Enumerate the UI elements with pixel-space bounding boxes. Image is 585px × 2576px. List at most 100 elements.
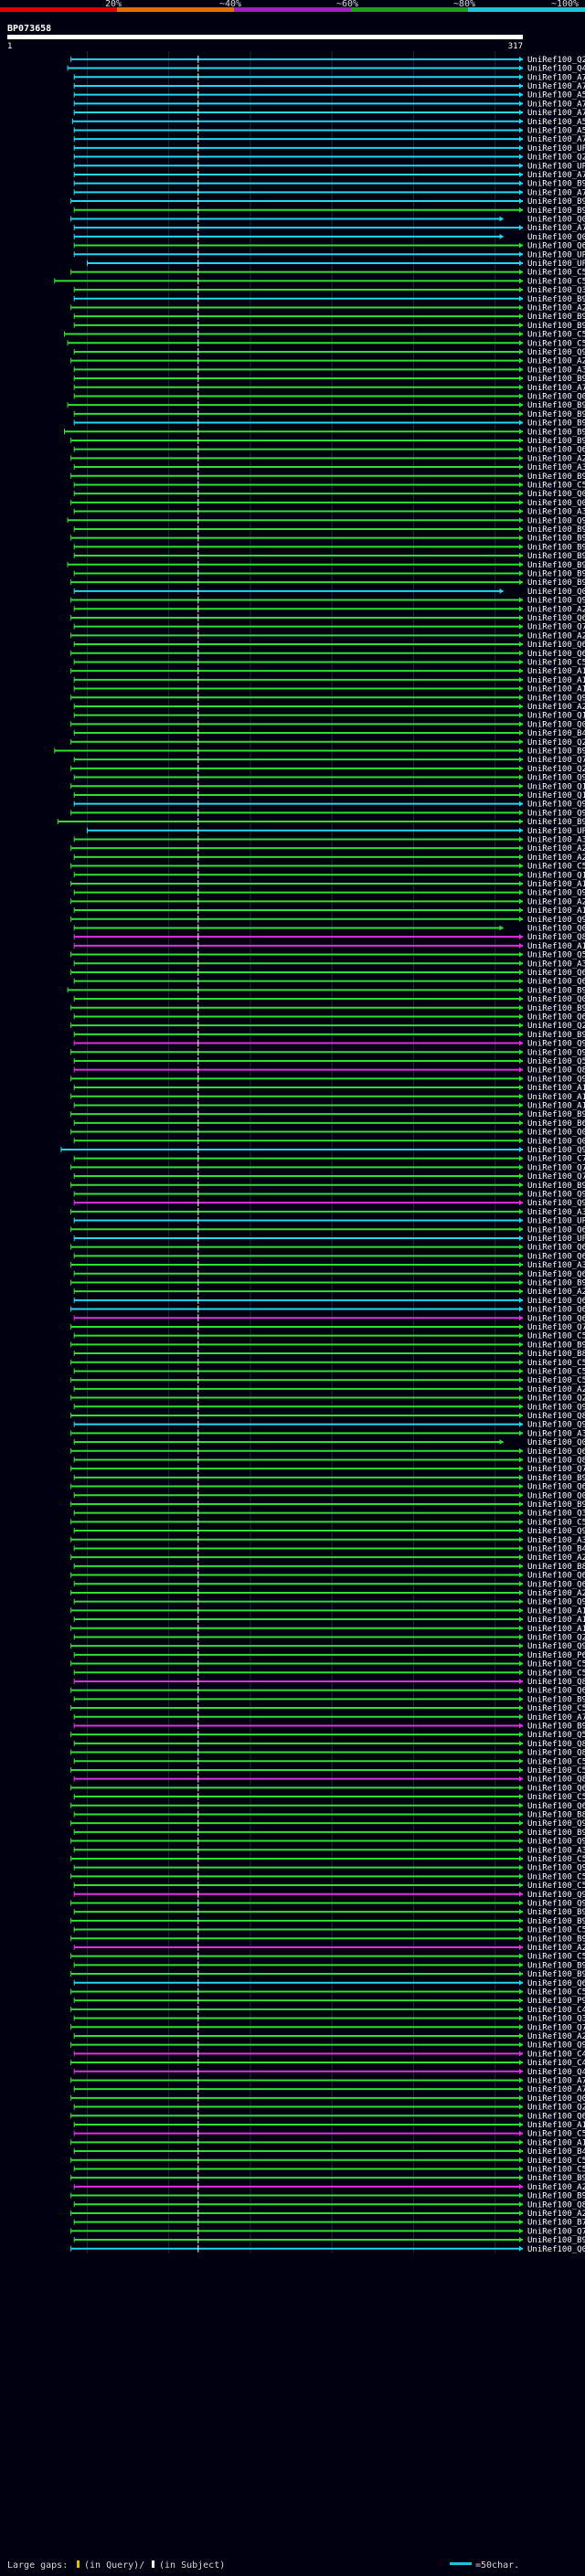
hit-label[interactable]: UniRef100_B9MGE1 xyxy=(527,1110,585,1119)
hit-row[interactable]: UniRef100_B9RX06 xyxy=(73,321,585,331)
hit-row[interactable]: UniRef100_Q6AYX9 xyxy=(73,641,585,650)
hit-row[interactable]: UniRef100_A1XEJ4 xyxy=(73,684,585,694)
hit-row[interactable]: UniRef100_B9HGL0 xyxy=(70,1970,585,1979)
hit-row[interactable]: UniRef100_B9F3Q6 xyxy=(73,1828,585,1838)
hit-row[interactable]: UniRef100_Q3UY36 xyxy=(73,2014,585,2024)
hit-label[interactable]: UniRef100_Q9L1P4 xyxy=(527,2041,585,2051)
hit-label[interactable]: UniRef100_A7NYD1 xyxy=(527,2076,585,2085)
hit-row[interactable]: UniRef100_Q3LAK5 xyxy=(73,286,585,295)
hit-label[interactable]: UniRef100_A2Z7T1 xyxy=(527,1385,585,1394)
hit-label[interactable]: UniRef100_Q7XE29 xyxy=(527,1163,585,1172)
hit-label[interactable]: UniRef100_B9RMW6 xyxy=(527,2174,585,2183)
hit-row[interactable]: UniRef100_Q8GRL3 xyxy=(73,1677,585,1687)
hit-row[interactable]: UniRef100_Q08569 xyxy=(73,587,585,597)
hit-label[interactable]: UniRef100_Q9SK34 xyxy=(527,1075,585,1084)
hit-label[interactable]: UniRef100_B9S9T9 xyxy=(527,552,585,561)
hit-label[interactable]: UniRef100_B9F329 xyxy=(527,1341,585,1350)
hit-row[interactable]: UniRef100_Q2F517 xyxy=(70,737,585,747)
hit-row[interactable]: UniRef100_Q04638 xyxy=(70,2094,585,2104)
hit-label[interactable]: UniRef100_A1XEL5 xyxy=(527,2138,585,2147)
hit-row[interactable]: UniRef100_C4P903 xyxy=(70,2059,585,2068)
hit-row[interactable]: UniRef100_A7QC35 xyxy=(73,73,585,82)
hit-row[interactable]: UniRef100_Q01971 xyxy=(73,392,585,401)
hit-label[interactable]: UniRef100_A2Z7T3 xyxy=(527,897,585,906)
hit-row[interactable]: UniRef100_Q9ZQB0 xyxy=(73,773,585,783)
hit-label[interactable]: UniRef100_C5XRB9 xyxy=(527,2165,585,2174)
hit-label[interactable]: UniRef100_Q64637 xyxy=(527,1012,585,1022)
hit-row[interactable]: UniRef100_A1XEJ7 xyxy=(70,667,585,676)
hit-row[interactable]: UniRef100_A2XU29 xyxy=(73,2031,585,2041)
hit-row[interactable]: UniRef100_Q8S159 xyxy=(73,2200,585,2210)
hit-label[interactable]: UniRef100_Q2HYP5 xyxy=(527,1022,585,1031)
hit-row[interactable]: UniRef100_B9FWT3 xyxy=(73,1722,585,1731)
hit-row[interactable]: UniRef100_B9S9U1 xyxy=(73,419,585,429)
hit-label[interactable]: UniRef100_Q0DAN9 xyxy=(527,995,585,1004)
hit-label[interactable]: UniRef100_Q9C109 xyxy=(527,1048,585,1057)
hit-label[interactable]: UniRef100_P6NTT5 xyxy=(527,1651,585,1660)
hit-row[interactable]: UniRef100_A2Q151 xyxy=(70,1588,585,1598)
hit-label[interactable]: UniRef100_B9RMW8 xyxy=(527,2192,585,2201)
hit-row[interactable]: UniRef100_Q9AFM6 xyxy=(73,1039,585,1049)
hit-row[interactable]: UniRef100_C5WZ50 xyxy=(70,2156,585,2166)
hit-label[interactable]: UniRef100_A7QC28 xyxy=(527,82,585,91)
hit-label[interactable]: UniRef100_A2XJ42 xyxy=(527,703,585,712)
hit-label[interactable]: UniRef100_A1XEK8 xyxy=(527,1616,585,1625)
hit-row[interactable]: UniRef100_B7FSQ5 xyxy=(73,2218,585,2228)
hit-row[interactable]: UniRef100_Q2R0R2 xyxy=(73,2103,585,2113)
hit-row[interactable]: UniRef100_C5Y125 xyxy=(70,1518,585,1527)
hit-label[interactable]: UniRef100_B8AJA5 xyxy=(527,1563,585,1572)
hit-label[interactable]: UniRef100_B9MSS7 xyxy=(527,1917,585,1926)
hit-row[interactable]: UniRef100_UPI000.. xyxy=(73,1216,585,1226)
hit-row[interactable]: UniRef100_Q9Q7S9 xyxy=(70,1837,585,1847)
hit-row[interactable]: UniRef100_B9GJY1 xyxy=(70,578,585,588)
hit-row[interactable]: UniRef100_A3CDV9 xyxy=(73,1846,585,1855)
hit-label[interactable]: UniRef100_Q0P1P7 xyxy=(527,720,585,729)
hit-row[interactable]: UniRef100_Q4Q923 xyxy=(67,64,585,74)
hit-row[interactable]: UniRef100_Q9LQZ5 xyxy=(73,1403,585,1412)
hit-row[interactable]: UniRef100_B9MEM8 xyxy=(70,472,585,482)
hit-label[interactable]: UniRef100_Q6ZIH2 xyxy=(527,1784,585,1793)
hit-row[interactable]: UniRef100_A2Z7T2 xyxy=(70,844,585,853)
hit-row[interactable]: UniRef100_C5WXP3 xyxy=(70,1765,585,1776)
hit-row[interactable]: UniRef100_B4FC25 xyxy=(73,2147,585,2157)
hit-row[interactable]: UniRef100_A1XEK4 xyxy=(70,1092,585,1102)
hit-label[interactable]: UniRef100_UPI000.. xyxy=(527,144,585,154)
hit-label[interactable]: UniRef100_A7Q959 xyxy=(527,188,585,197)
hit-label[interactable]: UniRef100_Q75H10 xyxy=(527,2023,585,2032)
hit-row[interactable]: UniRef100_B9S8U8 xyxy=(73,179,585,189)
hit-row[interactable]: UniRef100_B9T870 xyxy=(73,543,585,552)
hit-label[interactable]: UniRef100_C5WYS8 xyxy=(527,1376,585,1385)
hit-row[interactable]: UniRef100_A1IHG2 xyxy=(73,941,585,951)
hit-label[interactable]: UniRef100_Q01971 xyxy=(527,392,585,401)
hit-label[interactable]: UniRef100_B9EFT5 xyxy=(527,1474,585,1483)
hit-label[interactable]: UniRef100_Q01514 xyxy=(527,1491,585,1500)
hit-row[interactable]: UniRef100_B9S9Q2 xyxy=(73,294,585,304)
hit-label[interactable]: UniRef100_A2YFD5 xyxy=(527,1288,585,1297)
hit-row[interactable]: UniRef100_Q1PSZ3 xyxy=(73,711,585,721)
hit-row[interactable]: UniRef100_A1XEL5 xyxy=(73,2120,585,2130)
hit-row[interactable]: UniRef100_Q9AFM7 xyxy=(73,1890,585,1900)
hit-row[interactable]: UniRef100_C5XWY4 xyxy=(73,1793,585,1802)
hit-row[interactable]: UniRef100_Q69MF4 xyxy=(70,1801,585,1811)
hit-label[interactable]: UniRef100_A1XEJ4 xyxy=(527,685,585,694)
hit-label[interactable]: UniRef100_Q08566 xyxy=(527,233,585,242)
hit-label[interactable]: UniRef100_A2X1Q6 xyxy=(527,454,585,463)
hit-label[interactable]: UniRef100_B9I069 xyxy=(527,535,585,544)
hit-label[interactable]: UniRef100_C5YJT1 xyxy=(527,1926,585,1935)
hit-row[interactable]: UniRef100_A2Z7T1 xyxy=(73,1384,585,1394)
hit-label[interactable]: UniRef100_Q67ID8 xyxy=(527,1314,585,1323)
hit-label[interactable]: UniRef100_A3BD25 xyxy=(527,1208,585,1217)
hit-row[interactable]: UniRef100_Q9AS41 xyxy=(70,596,585,606)
hit-row[interactable]: UniRef100_Q01514 xyxy=(73,1491,585,1500)
hit-label[interactable]: UniRef100_A3A3N0 xyxy=(527,463,585,472)
hit-row[interactable]: UniRef100_C5WYS8 xyxy=(70,1376,585,1385)
hit-row[interactable]: UniRef100_A7Q767 xyxy=(73,109,585,118)
hit-label[interactable]: UniRef100_A7PZ29 xyxy=(527,224,585,233)
hit-row[interactable]: UniRef100_A3BD25 xyxy=(70,1207,585,1217)
hit-row[interactable]: UniRef100_Q0DAN9 xyxy=(73,995,585,1004)
hit-row[interactable]: UniRef100_A2X1R6 xyxy=(73,853,585,863)
hit-row[interactable]: UniRef100_A3A3N0 xyxy=(73,463,585,472)
hit-label[interactable]: UniRef100_B9NEN1 xyxy=(527,428,585,437)
hit-row[interactable]: UniRef100_Q6AKZ1 xyxy=(73,241,585,251)
hit-label[interactable]: UniRef100_Q2F517 xyxy=(527,738,585,747)
